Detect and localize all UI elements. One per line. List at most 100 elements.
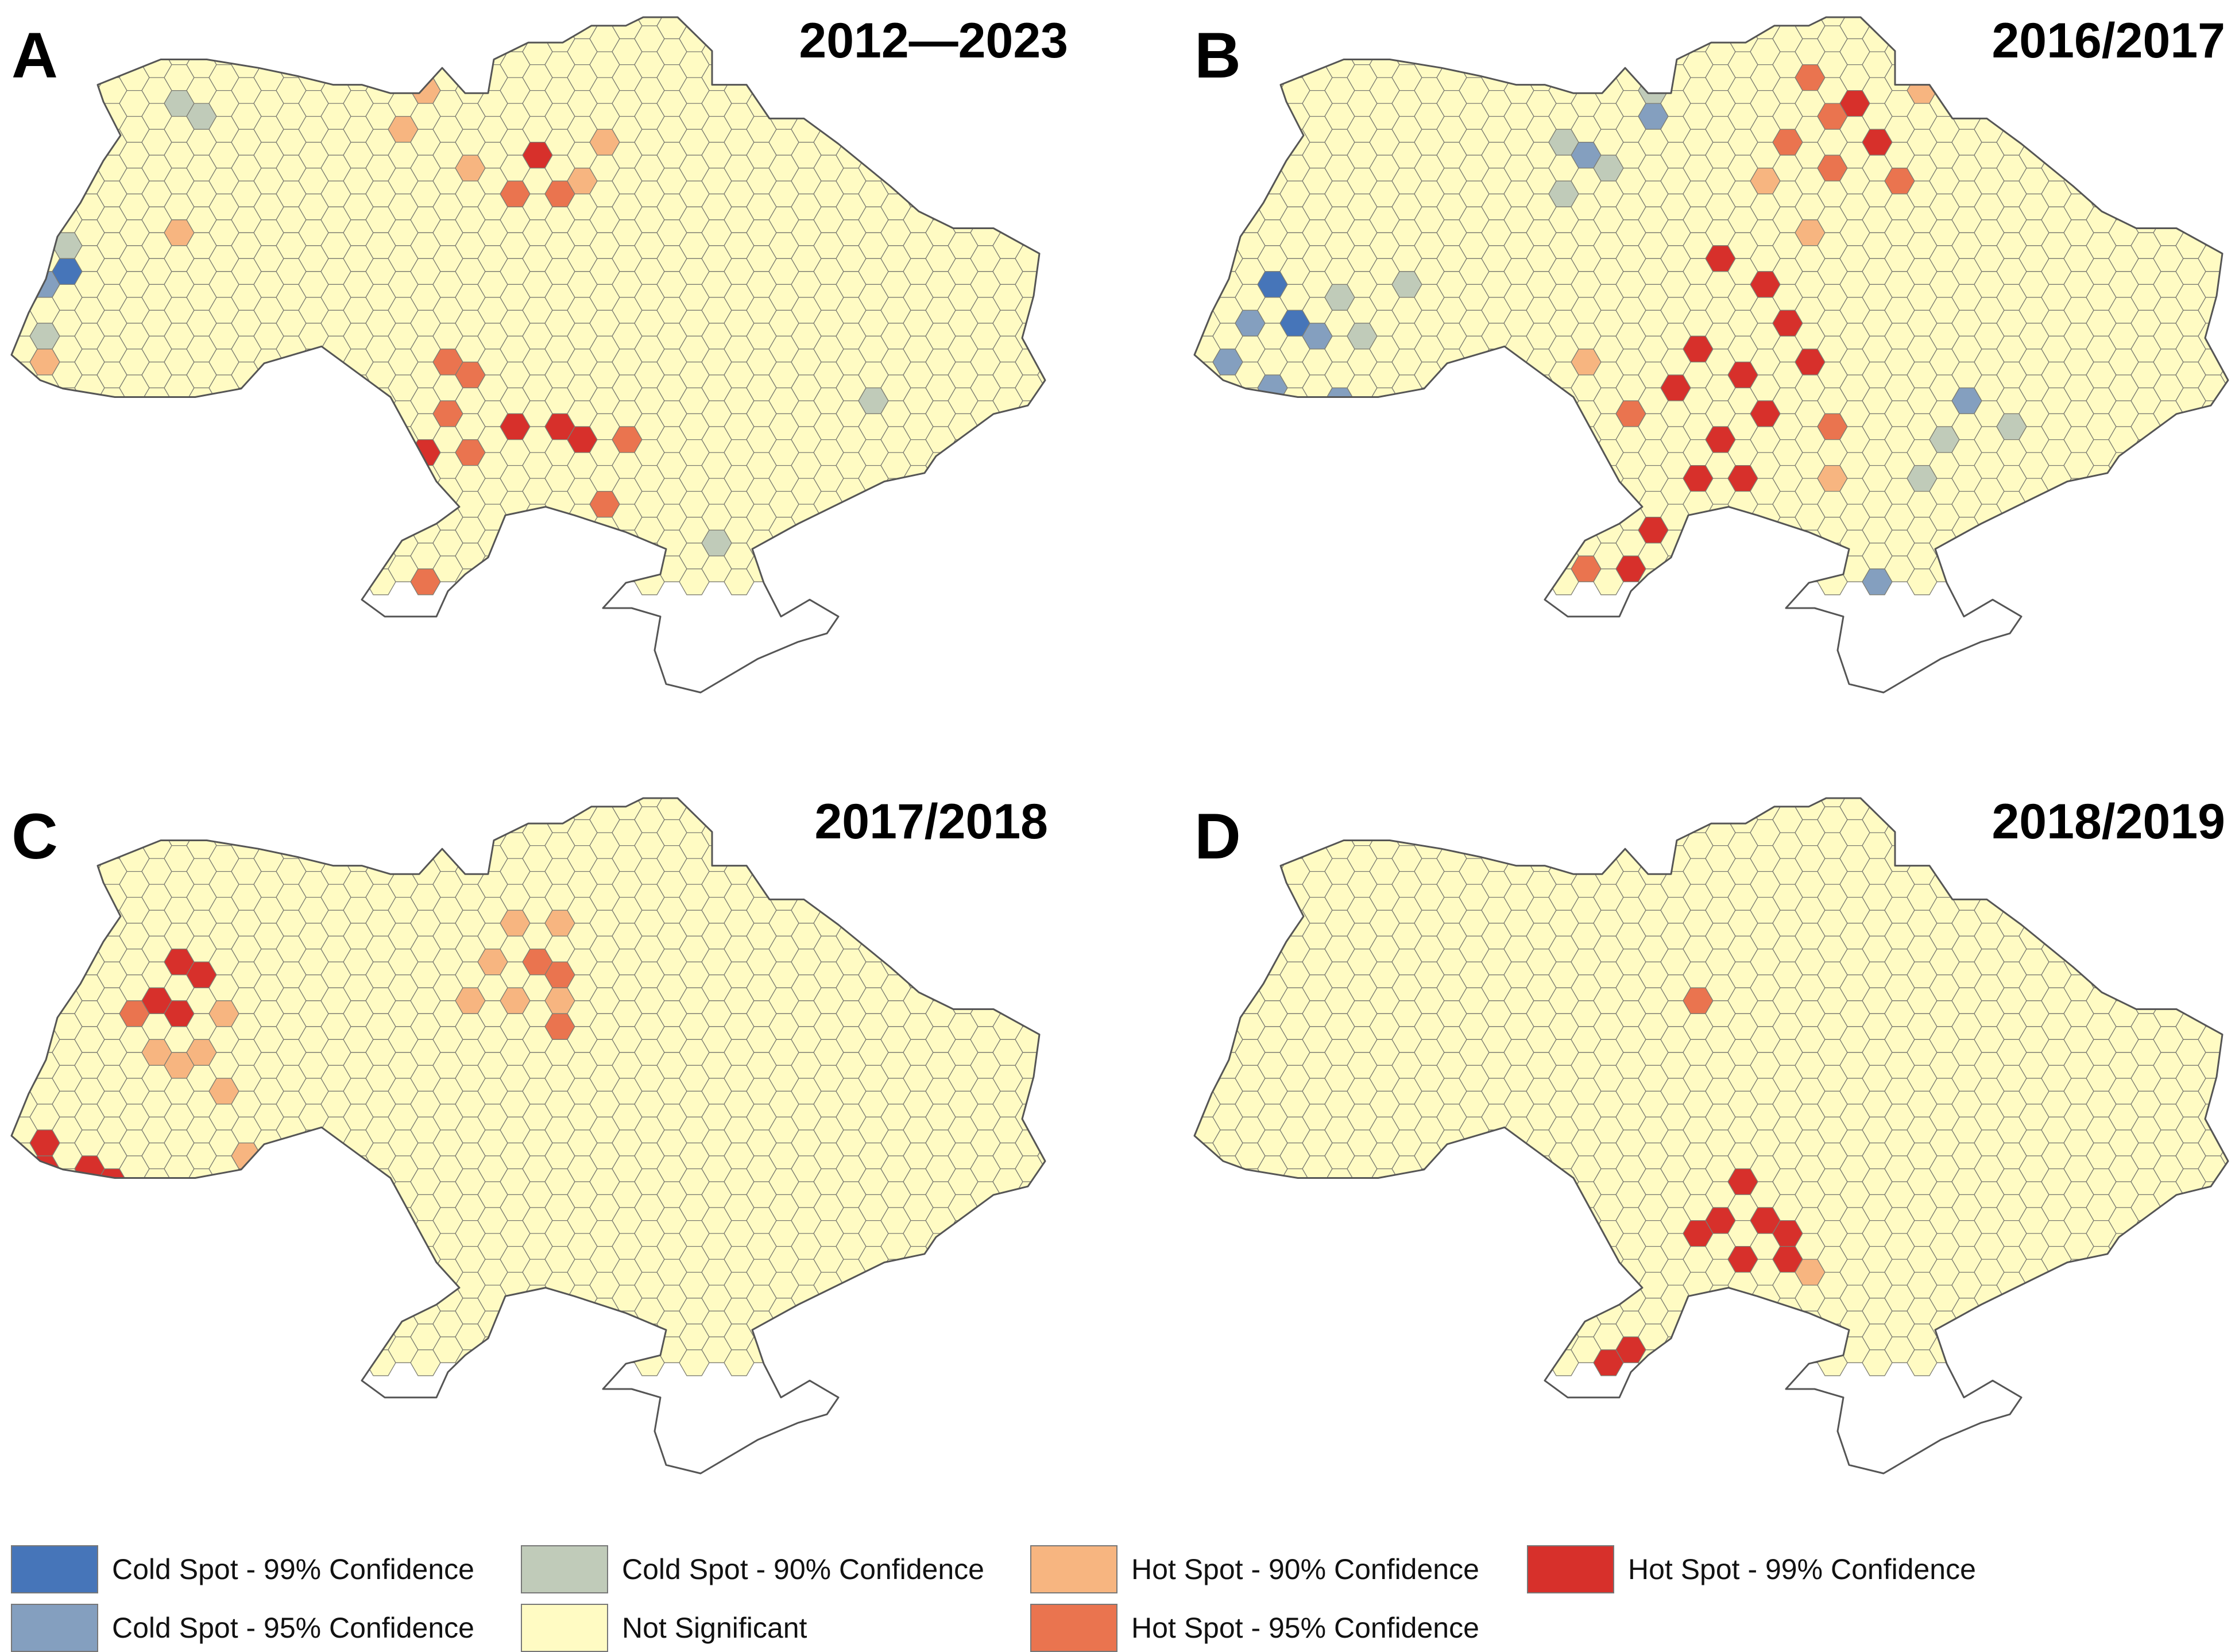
hex-cell bbox=[1391, 17, 1422, 40]
hex-cell bbox=[1194, 961, 1221, 988]
hex-cell bbox=[2018, 115, 2049, 143]
hex-cell bbox=[2175, 858, 2206, 885]
hex-cell bbox=[1571, 478, 1602, 505]
hex-cell bbox=[2086, 103, 2117, 130]
hex-cell bbox=[1347, 1310, 1378, 1337]
hex-cell bbox=[253, 1207, 284, 1234]
hex-cell bbox=[1194, 387, 1221, 415]
hex-cell bbox=[1257, 798, 1288, 821]
hex-cell bbox=[1194, 142, 1198, 169]
hex-cell bbox=[2041, 103, 2072, 130]
hex-cell bbox=[1571, 0, 1601, 13]
hex-cell bbox=[2198, 1310, 2228, 1337]
hex-cell bbox=[119, 819, 150, 846]
hex-cell bbox=[1615, 17, 1646, 40]
hex-cell bbox=[388, 798, 419, 821]
hex-cell bbox=[1481, 1181, 1512, 1208]
hex-cell bbox=[1503, 465, 1534, 492]
hex-cell bbox=[1279, 1349, 1310, 1376]
hex-cell bbox=[1324, 490, 1355, 518]
hex-cell bbox=[1481, 504, 1512, 531]
hex-cell-hot90 bbox=[231, 387, 262, 415]
hex-cell bbox=[2198, 949, 2228, 976]
hex-cell bbox=[141, 1245, 172, 1273]
hex-cell bbox=[1727, 568, 1758, 595]
hex-cell bbox=[1974, 0, 2004, 13]
hex-cell bbox=[186, 1194, 217, 1221]
hex-cell bbox=[2063, 90, 2094, 117]
hex-cell bbox=[1750, 768, 1780, 794]
hex-cell bbox=[523, 0, 552, 13]
hex-cell bbox=[1060, 1078, 1090, 1104]
hex-cell bbox=[859, 755, 888, 781]
hex-cell bbox=[11, 271, 16, 298]
hex-cell bbox=[2086, 935, 2117, 962]
hex-cell bbox=[2175, 206, 2206, 233]
hex-cell bbox=[52, 935, 83, 962]
hex-cell bbox=[1212, 1233, 1243, 1260]
hex-cell bbox=[11, 1298, 38, 1325]
hex-cell bbox=[1459, 806, 1490, 833]
hex-cell bbox=[1571, 452, 1602, 479]
hex-cell bbox=[1951, 806, 1982, 833]
hex-cell bbox=[52, 439, 83, 466]
hex-cell bbox=[298, 555, 329, 582]
hex-cell bbox=[970, 1285, 1001, 1311]
hex-cell bbox=[1548, 51, 1579, 78]
hex-cell bbox=[1212, 1207, 1243, 1234]
hex-cell bbox=[1548, 798, 1579, 807]
hex-cell bbox=[1194, 1245, 1221, 1273]
hex-cell bbox=[1391, 504, 1422, 531]
hex-cell bbox=[1481, 819, 1512, 846]
hex-cell bbox=[903, 1271, 934, 1299]
hex-cell bbox=[1015, 1285, 1045, 1311]
hex-cell bbox=[747, 768, 776, 794]
hex-cell bbox=[208, 1336, 239, 1363]
hex-cell bbox=[522, 529, 553, 556]
hex-cell bbox=[2175, 465, 2206, 492]
hex-cell bbox=[1951, 1324, 1982, 1351]
hex-cell bbox=[2130, 129, 2161, 156]
hex-cell bbox=[74, 17, 105, 40]
hex-cell bbox=[2220, 258, 2228, 285]
hex-cell bbox=[1324, 1349, 1355, 1376]
hex-cell bbox=[1015, 0, 1045, 13]
hex-cell bbox=[2153, 168, 2184, 195]
hex-cell bbox=[813, 77, 844, 104]
hex-cell bbox=[1194, 1078, 1198, 1105]
hex-cell bbox=[1996, 1349, 2027, 1376]
hex-cell-hot90 bbox=[119, 1181, 150, 1208]
hex-cell bbox=[2063, 1310, 2094, 1337]
hex-cell bbox=[11, 1168, 38, 1196]
hex-cell bbox=[1459, 490, 1490, 518]
hex-cell bbox=[522, 798, 553, 821]
hex-cell bbox=[2175, 1324, 2206, 1351]
hex-cell bbox=[1257, 478, 1288, 505]
hex-cell bbox=[1414, 25, 1445, 52]
hex-cell bbox=[276, 413, 307, 440]
hex-cell bbox=[1235, 1220, 1266, 1247]
hex-cell bbox=[1037, 1349, 1045, 1376]
hex-cell bbox=[1279, 413, 1310, 440]
hex-cell bbox=[320, 543, 351, 570]
hex-cell bbox=[478, 768, 508, 794]
hex-cell bbox=[769, 755, 799, 781]
hex-cell bbox=[276, 465, 307, 492]
hex-cell bbox=[2220, 154, 2228, 181]
hex-cell bbox=[2198, 1285, 2228, 1311]
hex-cell bbox=[2198, 452, 2228, 479]
hex-cell bbox=[11, 504, 16, 531]
hex-cell bbox=[365, 1245, 396, 1273]
hex-cell bbox=[903, 1349, 934, 1376]
hex-cell bbox=[253, 452, 284, 479]
hex-cell bbox=[1037, 387, 1045, 415]
legend-item-hot99: Hot Spot - 99% Confidence bbox=[1527, 1545, 1976, 1593]
hex-cell bbox=[1302, 478, 1333, 505]
hex-cell bbox=[1414, 1349, 1445, 1376]
hex-cell bbox=[1060, 1337, 1090, 1363]
hex-cell bbox=[1194, 1285, 1198, 1311]
hex-cell bbox=[52, 103, 83, 130]
hex-cell bbox=[164, 1207, 195, 1234]
hex-cell bbox=[2063, 1259, 2094, 1286]
hex-cell bbox=[365, 517, 396, 544]
